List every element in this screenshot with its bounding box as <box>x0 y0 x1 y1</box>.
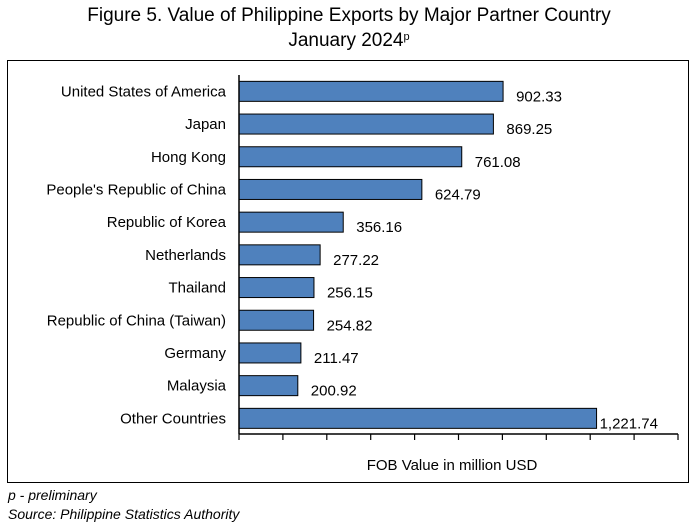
data-label: 200.92 <box>311 383 357 400</box>
chart-subtitle: January 2024p <box>0 27 698 51</box>
bar <box>238 277 315 299</box>
category-label: Republic of Korea <box>107 214 227 231</box>
category-label: Thailand <box>168 280 226 297</box>
data-label: 761.08 <box>475 154 521 171</box>
title-text: Figure 5. Value of Philippine Exports by… <box>87 5 611 26</box>
bar <box>238 80 504 102</box>
category-label: Other Countries <box>120 410 226 427</box>
footnote-preliminary: p - preliminary <box>8 487 97 503</box>
bar <box>238 407 598 429</box>
bar <box>238 309 315 331</box>
preliminary-mark: p <box>403 31 410 43</box>
bar <box>238 178 423 200</box>
data-label: 256.15 <box>327 285 373 302</box>
data-label: 902.33 <box>516 88 562 105</box>
chart-title: Figure 5. Value of Philippine Exports by… <box>0 5 698 26</box>
category-label: United States of America <box>61 83 227 100</box>
category-label: People's Republic of China <box>46 181 226 198</box>
bar <box>238 342 302 364</box>
chart-frame <box>7 60 689 483</box>
data-label: 624.79 <box>435 186 481 203</box>
bar <box>238 211 344 233</box>
bar <box>238 113 494 135</box>
data-label: 277.22 <box>333 252 379 269</box>
bar <box>238 375 299 397</box>
bar <box>238 244 321 266</box>
category-label: Republic of China (Taiwan) <box>47 312 226 329</box>
data-label: 356.16 <box>356 219 402 236</box>
category-label: Germany <box>164 345 226 362</box>
subtitle-text: January 2024 <box>288 30 404 51</box>
bar <box>238 146 463 168</box>
category-label: Netherlands <box>145 247 226 264</box>
category-label: Japan <box>185 116 226 133</box>
data-label: 254.82 <box>327 317 373 334</box>
category-label: Hong Kong <box>151 149 226 166</box>
footnote-source: Source: Philippine Statistics Authority <box>8 506 240 522</box>
data-label: 211.47 <box>314 350 359 367</box>
data-label: 869.25 <box>506 121 552 138</box>
data-label: 1,221.74 <box>600 415 658 432</box>
x-axis-label: FOB Value in million USD <box>367 457 538 474</box>
category-label: Malaysia <box>167 378 227 395</box>
